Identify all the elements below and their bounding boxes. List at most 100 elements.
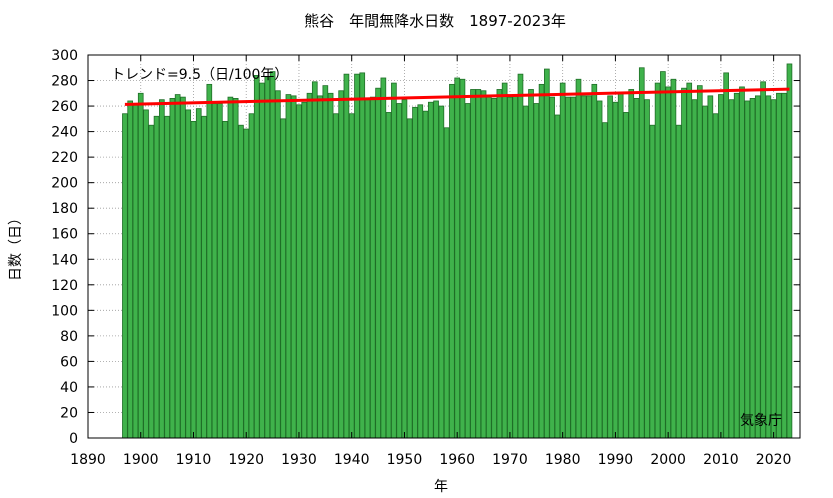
y-axis-label: 日数（日） [8,211,24,281]
bar [675,124,682,439]
bar [580,95,587,439]
x-tick-label: 1900 [123,452,159,468]
bar [454,77,461,439]
x-tick-label: 1930 [281,452,317,468]
bar [507,96,513,439]
bar [512,95,519,439]
bar [185,109,192,439]
bar [306,92,313,439]
bar [122,113,128,439]
bars [122,63,793,439]
bar [475,89,482,439]
bar [733,92,740,439]
bar [438,105,445,439]
bar [227,96,234,439]
y-tick-label: 80 [60,329,78,345]
bar [275,90,281,439]
bar [496,89,503,439]
bar [311,81,318,439]
bar [243,128,250,439]
x-tick-label: 1990 [598,452,634,468]
bar [533,103,540,439]
bar [391,82,397,439]
bar [770,99,777,439]
bar [781,92,788,439]
bar [617,92,624,439]
bar [749,98,756,439]
y-tick-label: 220 [51,150,78,166]
x-tick-label: 1890 [70,452,106,468]
bar [449,83,455,439]
plot-frame [87,54,801,439]
bar [290,95,297,439]
bar [343,73,350,439]
bar [517,73,524,439]
bar [623,112,629,439]
bar [554,114,561,439]
bar [417,104,424,439]
bar [412,106,418,439]
bar [364,99,371,439]
bar [464,103,471,439]
bar [575,78,582,439]
bar [559,82,566,439]
bar [369,96,376,439]
y-tick-label: 60 [60,354,78,370]
bar [433,100,439,439]
bar [169,98,176,439]
bar [232,98,239,439]
bar [333,113,339,439]
bar [754,95,761,439]
bar [776,92,782,439]
bar [628,89,635,439]
bar [528,89,534,439]
bar [159,99,165,439]
bar [375,87,381,439]
bar [143,109,149,439]
bar [264,76,271,439]
bar [396,103,402,439]
y-tick-label: 40 [60,380,78,396]
bar [317,95,323,439]
bar [285,94,292,439]
bar [190,120,197,439]
x-tick-label: 2020 [756,452,792,468]
bar [586,95,592,439]
bar [712,113,719,439]
bar [195,108,202,439]
bar [718,94,724,439]
x-axis-label: 年 [434,479,448,495]
x-tick-label: 1970 [492,452,528,468]
bar [549,96,555,439]
bar [707,95,714,439]
bar [607,95,613,439]
y-tick-label: 280 [51,74,78,90]
bar [760,81,766,439]
bar [739,86,745,439]
bar [681,87,687,439]
bar [201,115,207,439]
trend-label: トレンド=9.5（日/100年） [111,67,288,83]
chart-title: 熊谷 年間無降水日数 1897-2023年 [304,12,566,30]
bar [612,101,619,439]
bar [427,101,434,439]
y-tick-label: 160 [51,227,78,243]
bar [486,96,492,439]
x-tick-label: 1950 [387,452,423,468]
bar [644,99,650,439]
bar [686,82,693,439]
credit-label: 気象庁 [740,413,782,429]
bar [602,122,608,439]
bar [744,100,751,439]
bar [538,83,545,439]
bar [660,71,666,439]
bar [211,103,218,439]
bar [385,112,392,439]
y-tick-label: 300 [51,48,78,64]
bar [522,105,529,439]
y-tick-label: 260 [51,99,78,115]
bar [501,82,508,439]
bar [691,99,698,439]
bar [702,105,708,439]
y-tick-label: 240 [51,125,78,141]
